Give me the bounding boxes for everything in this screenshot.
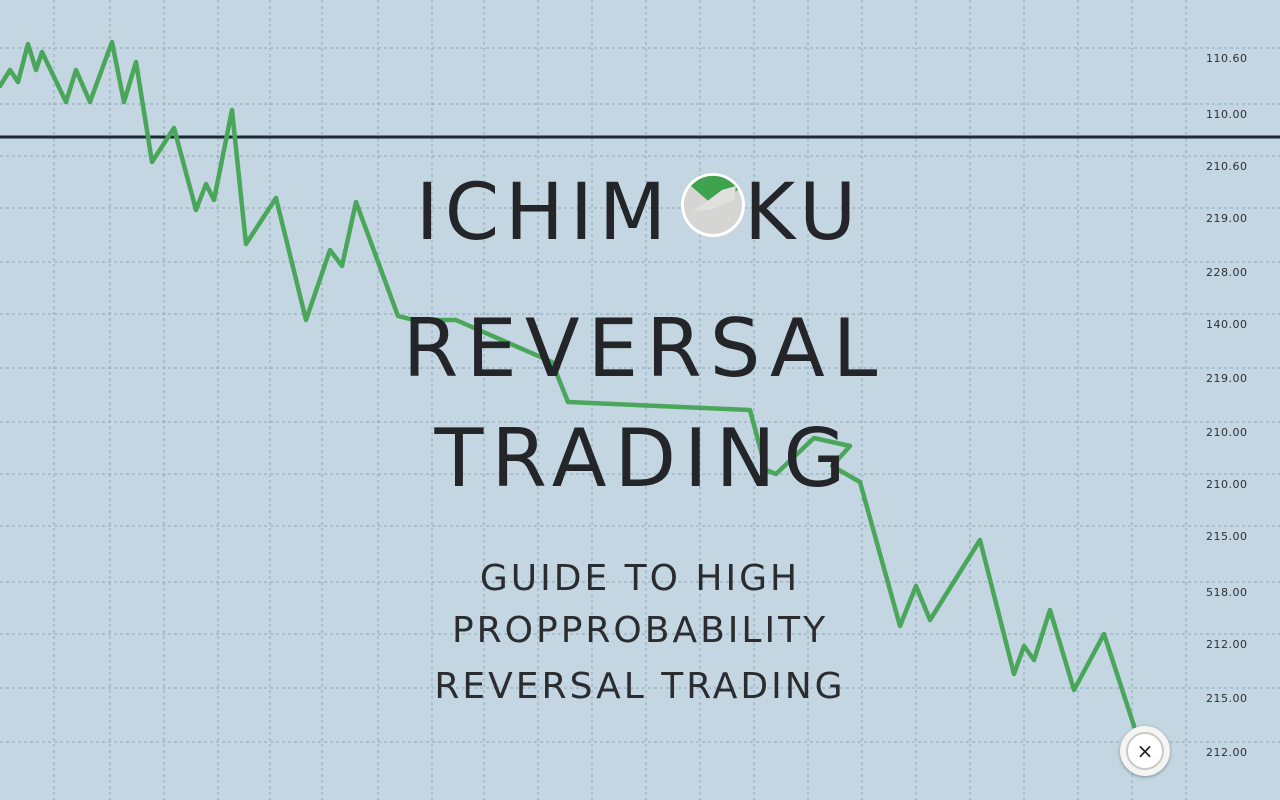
close-button[interactable]: ×	[1120, 726, 1170, 776]
price-series-line	[0, 39, 1137, 729]
close-icon: ×	[1136, 739, 1154, 763]
logo-icon	[681, 173, 745, 237]
price-label: 210.00	[1206, 478, 1248, 491]
vertical-grid	[53, 0, 1187, 800]
price-label: 219.00	[1206, 212, 1248, 225]
subtitle-line-3: REVERSAL TRADING	[434, 666, 846, 707]
title-line-3: TRADING	[434, 412, 854, 505]
price-label: 215.00	[1206, 692, 1248, 705]
price-label: 212.00	[1206, 638, 1248, 651]
title-line-2: REVERSAL	[402, 302, 886, 395]
price-label: 228.00	[1206, 266, 1248, 279]
price-label: 140.00	[1206, 318, 1248, 331]
price-label: 518.00	[1206, 586, 1248, 599]
subtitle-line-2: PROPPROBABILITY	[451, 610, 829, 651]
price-label: 210.00	[1206, 426, 1248, 439]
close-button-ring	[1126, 732, 1164, 770]
subtitle-line-1: GUIDE TO HIGH	[479, 558, 801, 599]
price-label: 212.00	[1206, 746, 1248, 759]
title-line-1: ICHIM KU	[415, 168, 863, 258]
price-label: 210.60	[1206, 160, 1248, 173]
price-label: 215.00	[1206, 530, 1248, 543]
price-label: 110.00	[1206, 108, 1248, 121]
price-label: 110.60	[1206, 52, 1248, 65]
price-label: 219.00	[1206, 372, 1248, 385]
